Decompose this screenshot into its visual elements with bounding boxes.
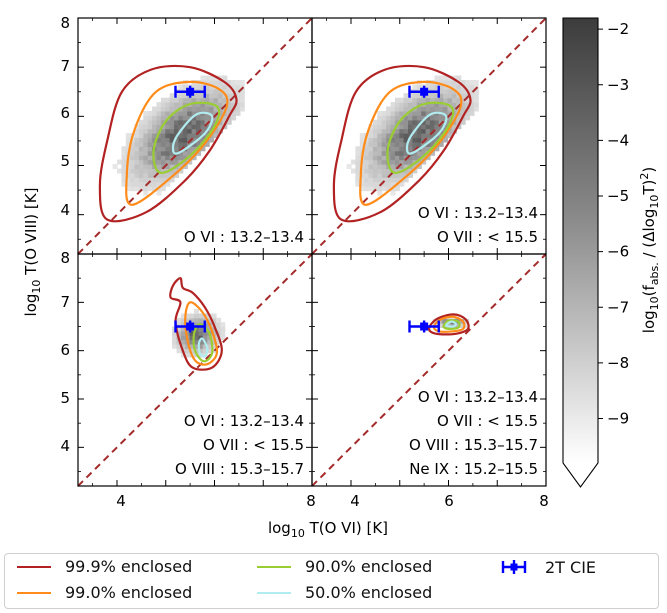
contour-990 [359, 80, 463, 206]
legend-entry-990: 99.0% enclosed [17, 583, 192, 602]
y-tick-label: 8 [60, 249, 70, 267]
panel-annotation: O VI : 13.2–13.4 [418, 388, 538, 406]
panel-annotation: O VII : < 15.5 [203, 436, 304, 454]
x-tick-label: 4 [350, 492, 360, 510]
legend-entry-999: 99.9% enclosed [17, 557, 192, 576]
panel-annotation: O VII : < 15.5 [437, 412, 538, 430]
y-axis-label: log10 T(O VIII) [K] [22, 188, 43, 317]
legend-label-990: 99.0% enclosed [65, 583, 193, 602]
x-tick-label: 8 [539, 492, 549, 510]
cie-point [408, 85, 440, 98]
colorbar-tick-label: −4 [607, 131, 629, 149]
one-to-one-line [312, 254, 546, 486]
panel-bottom-left: O VI : 13.2–13.4 O VII : < 15.5 O VIII : 1… [77, 253, 313, 487]
x-axis-label: log10 T(O VI) [K] [268, 519, 388, 540]
panel-annotation: Ne IX : 15.2–15.5 [409, 460, 538, 478]
y-tick-label: 5 [60, 389, 70, 407]
panel-top-right: O VI : 13.2–13.4 O VII : < 15.5 [311, 17, 547, 255]
x-tick-label: 8 [306, 492, 316, 510]
colorbar-frame [562, 17, 599, 488]
colorbar-tick-label: −8 [607, 354, 629, 372]
legend-swatch-900 [257, 565, 291, 568]
panel-bottom-right: O VI : 13.2–13.4 O VII : < 15.5 O VIII : 1… [311, 253, 547, 487]
contour-999 [169, 277, 223, 371]
legend-swatch-999 [17, 565, 51, 568]
y-tick-label: 8 [60, 14, 70, 32]
contour-900 [442, 319, 461, 331]
panel-top-left: O VI : 13.2–13.4 [77, 17, 313, 255]
contour-900 [152, 101, 221, 174]
legend-label-500: 50.0% enclosed [305, 583, 433, 602]
colorbar: −2 −3 −4 −5 −6 −7 −8 −9 [562, 17, 629, 488]
legend-label-cie: 2T CIE [545, 557, 597, 577]
cie-point [408, 320, 440, 333]
cie-point [174, 85, 206, 98]
colorbar-tick-label: −5 [607, 187, 629, 205]
contour-999 [427, 313, 470, 336]
legend-entry-cie: 2T CIE [497, 557, 596, 577]
x-tick-label: 6 [444, 492, 454, 510]
axes-labels: log10 T(O VI) [K] log10 T(O VIII) [K] lo… [22, 167, 661, 540]
legend-entry-500: 50.0% enclosed [257, 583, 432, 602]
contour-500 [405, 111, 448, 155]
cie-point [174, 320, 206, 333]
legend-swatch-990 [17, 591, 51, 594]
colorbar-gradient [563, 18, 598, 463]
one-to-one-line [78, 254, 312, 486]
y-tick-label: 6 [60, 104, 70, 122]
contour-500 [445, 320, 457, 328]
panel-frame [311, 253, 547, 487]
one-to-one-line [78, 18, 312, 254]
colorbar-label: log10(fabs. / (Δlog10T)2) [638, 167, 661, 333]
contour-990 [184, 301, 219, 366]
panel-annotation: O VIII : 15.3–15.7 [409, 436, 538, 454]
legend-swatch-500 [257, 591, 291, 594]
contour-999 [332, 64, 472, 223]
panel-annotation: O VII : < 15.5 [437, 228, 538, 246]
figure: O VI : 13.2–13.4 O VI : 13.2–13.4 O VII : … [22, 14, 661, 540]
legend-label-900: 90.0% enclosed [305, 557, 433, 576]
legend-label-999: 99.9% enclosed [65, 557, 193, 576]
y-tick-label: 6 [60, 341, 70, 359]
contour-990 [125, 80, 229, 206]
contour-999 [98, 64, 238, 223]
contour-900 [192, 322, 214, 363]
colorbar-tick-label: −2 [607, 20, 629, 38]
panel-annotation: O VI : 13.2–13.4 [418, 204, 538, 222]
panel-annotation: O VIII : 15.3–15.7 [175, 460, 304, 478]
contour-900 [386, 101, 455, 174]
contour-500 [171, 111, 214, 155]
colorbar-tick-label: −6 [607, 243, 629, 261]
panel-ticks [312, 17, 547, 254]
colorbar-tick-label: −3 [607, 76, 629, 94]
legend-swatch-cie [501, 560, 527, 574]
tick-labels: 4 8 4 6 8 4 5 6 7 8 4 5 6 7 8 [60, 14, 548, 510]
colorbar-tick-label: −7 [607, 298, 629, 316]
legend-entry-900: 90.0% enclosed [257, 557, 432, 576]
y-tick-label: 7 [60, 293, 70, 311]
legend: 99.9% enclosed 99.0% enclosed 90.0% encl… [4, 553, 659, 609]
panel-annotation: O VI : 13.2–13.4 [184, 228, 304, 246]
panel-annotation: O VI : 13.2–13.4 [184, 412, 304, 430]
y-tick-label: 4 [60, 201, 70, 219]
y-tick-label: 7 [60, 57, 70, 75]
x-tick-label: 4 [116, 492, 126, 510]
colorbar-extend-min [563, 463, 598, 487]
panel-ticks [312, 253, 547, 486]
contour-500 [197, 337, 209, 358]
panels: O VI : 13.2–13.4 O VI : 13.2–13.4 O VII : … [60, 14, 548, 510]
colorbar-tick-label: −9 [607, 410, 629, 428]
y-tick-label: 5 [60, 152, 70, 170]
one-to-one-line [312, 18, 546, 254]
y-tick-label: 4 [60, 437, 70, 455]
